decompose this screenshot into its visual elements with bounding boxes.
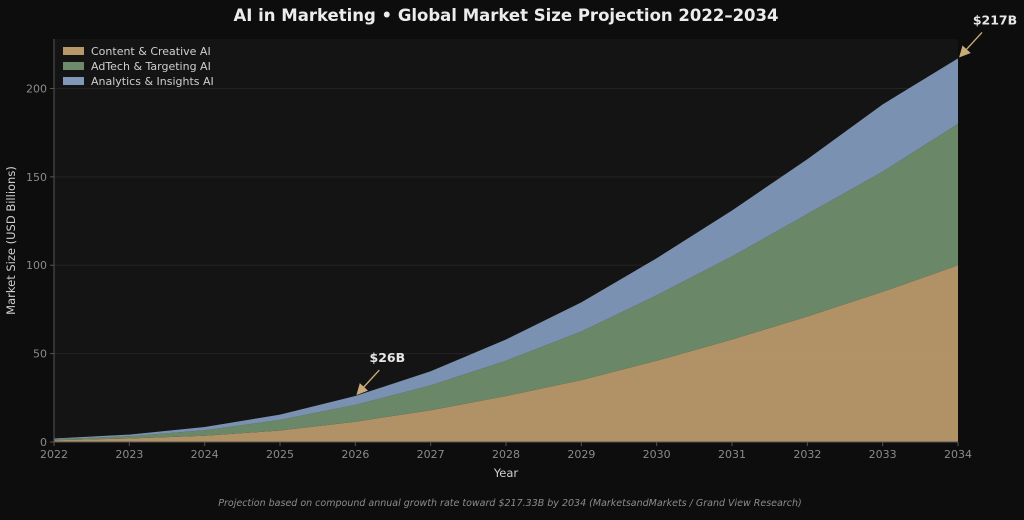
legend-label-2: AdTech & Targeting AI bbox=[91, 60, 211, 73]
area-series-1 bbox=[54, 265, 958, 442]
y-tick-label: 200 bbox=[26, 82, 47, 95]
x-tick-label: 2031 bbox=[718, 448, 746, 461]
y-axis-label: Market Size (USD Billions) bbox=[4, 166, 18, 315]
annotation-label-1: $26B bbox=[370, 350, 406, 365]
chart-title: AI in Marketing • Global Market Size Pro… bbox=[233, 6, 778, 25]
x-tick-label: 2022 bbox=[40, 448, 68, 461]
y-tick-label: 100 bbox=[26, 259, 47, 272]
legend-swatch-2 bbox=[63, 62, 84, 70]
legend-swatch-1 bbox=[63, 47, 84, 55]
legend-label-1: Content & Creative AI bbox=[91, 45, 211, 58]
x-tick-label: 2033 bbox=[869, 448, 897, 461]
x-tick-label: 2032 bbox=[793, 448, 821, 461]
x-tick-label: 2034 bbox=[944, 448, 972, 461]
x-tick-label: 2023 bbox=[115, 448, 143, 461]
annotation-label-2: $217B bbox=[973, 12, 1017, 27]
legend-label-3: Analytics & Insights AI bbox=[91, 75, 214, 88]
annotation-arrow-1 bbox=[356, 369, 380, 396]
x-tick-label: 2024 bbox=[191, 448, 219, 461]
x-tick-label: 2029 bbox=[567, 448, 595, 461]
y-tick-label: 150 bbox=[26, 171, 47, 184]
x-tick-label: 2030 bbox=[643, 448, 671, 461]
x-tick-label: 2027 bbox=[417, 448, 445, 461]
area-series-2 bbox=[54, 123, 958, 441]
y-tick-label: 50 bbox=[33, 348, 47, 361]
y-tick-label: 0 bbox=[40, 436, 47, 449]
legend-swatch-3 bbox=[63, 77, 84, 85]
footnote: Projection based on compound annual grow… bbox=[218, 498, 801, 509]
x-tick-label: 2028 bbox=[492, 448, 520, 461]
annotation-arrow-2 bbox=[959, 31, 983, 58]
x-tick-label: 2025 bbox=[266, 448, 294, 461]
x-axis-label: Year bbox=[493, 466, 519, 480]
x-tick-label: 2026 bbox=[341, 448, 369, 461]
